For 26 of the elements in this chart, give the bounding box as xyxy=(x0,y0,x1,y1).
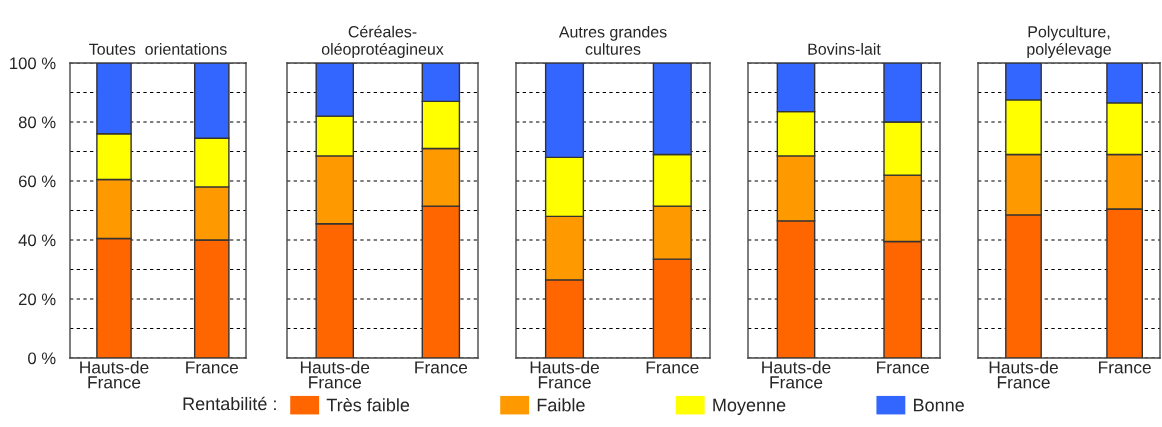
legend-title: Rentabilité : xyxy=(183,396,276,411)
chart-title: Polyculture, polyélevage xyxy=(1027,25,1111,58)
legend-label: Moyenne xyxy=(713,398,786,416)
y-tick-label: 0 % xyxy=(28,352,56,365)
x-tick-label: France xyxy=(646,361,699,374)
x-tick-label: Hauts-de France xyxy=(530,360,599,389)
x-tick-label: France xyxy=(415,361,468,374)
chart-title: Autres grandes cultures xyxy=(558,25,667,55)
x-tick-label: France xyxy=(877,361,929,374)
x-tick-label: Hauts-de France xyxy=(762,360,831,389)
legend-label: Bonne xyxy=(914,398,964,412)
y-tick-label: 60 % xyxy=(18,175,56,188)
x-tick-label: Hauts-de France xyxy=(80,360,149,389)
y-tick-label: 100 % xyxy=(10,57,56,70)
chart-title: Bovins-lait xyxy=(808,43,881,55)
chart-title: Toutes orientations xyxy=(89,43,227,55)
y-tick-label: 20 % xyxy=(18,293,56,306)
legend-label: Faible xyxy=(537,398,585,412)
x-tick-label: France xyxy=(1099,361,1151,374)
x-tick-label: Hauts-de France xyxy=(989,360,1058,389)
chart-title: Céréales- oléoprotéagineux xyxy=(321,25,444,58)
y-tick-label: 80 % xyxy=(18,116,56,129)
x-tick-label: France xyxy=(186,361,239,374)
x-tick-label: Hauts-de France xyxy=(300,360,370,389)
legend-label: Très faible xyxy=(326,397,410,412)
y-tick-label: 40 % xyxy=(18,234,56,247)
